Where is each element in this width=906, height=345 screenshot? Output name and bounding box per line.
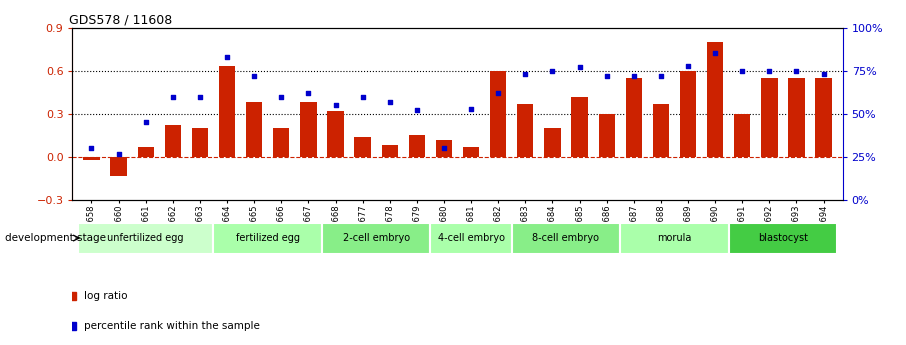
Text: GDS578 / 11608: GDS578 / 11608 xyxy=(69,13,172,27)
Point xyxy=(84,146,99,151)
Point xyxy=(545,68,560,73)
Bar xyxy=(138,147,154,157)
Bar xyxy=(78,223,214,254)
Text: development stage: development stage xyxy=(5,233,105,243)
Point xyxy=(382,99,397,105)
Bar xyxy=(214,223,322,254)
Point xyxy=(762,68,776,73)
Bar xyxy=(815,78,832,157)
Bar xyxy=(327,111,343,157)
Point xyxy=(653,73,668,79)
Point xyxy=(111,151,126,156)
Point xyxy=(573,65,587,70)
Text: percentile rank within the sample: percentile rank within the sample xyxy=(84,321,260,331)
Bar xyxy=(322,223,430,254)
Bar xyxy=(490,71,506,157)
Point xyxy=(735,68,749,73)
Bar xyxy=(626,78,642,157)
Point xyxy=(491,90,506,96)
Bar xyxy=(572,97,588,157)
Point xyxy=(328,102,342,108)
Bar xyxy=(707,42,723,157)
Bar xyxy=(219,66,236,157)
Point xyxy=(166,94,180,99)
Text: 2-cell embryo: 2-cell embryo xyxy=(342,233,410,243)
Point xyxy=(464,106,478,111)
Bar xyxy=(761,78,777,157)
Bar xyxy=(680,71,696,157)
Bar xyxy=(517,104,534,157)
Text: blastocyst: blastocyst xyxy=(758,233,808,243)
Point xyxy=(410,108,424,113)
Point xyxy=(193,94,207,99)
Point xyxy=(789,68,804,73)
Point xyxy=(600,73,614,79)
Text: 4-cell embryo: 4-cell embryo xyxy=(438,233,505,243)
Text: 8-cell embryo: 8-cell embryo xyxy=(533,233,600,243)
Bar xyxy=(512,223,621,254)
Point xyxy=(247,73,262,79)
Point xyxy=(437,146,451,151)
Bar xyxy=(788,78,805,157)
Point xyxy=(627,73,641,79)
Bar xyxy=(165,125,181,157)
Bar xyxy=(545,128,561,157)
Bar xyxy=(300,102,316,157)
Bar xyxy=(111,157,127,176)
Point xyxy=(816,71,831,77)
Bar xyxy=(728,223,837,254)
Point xyxy=(680,63,695,68)
Bar xyxy=(246,102,263,157)
Bar xyxy=(354,137,371,157)
Bar xyxy=(599,114,615,157)
Text: log ratio: log ratio xyxy=(84,291,128,300)
Bar xyxy=(83,157,100,160)
Bar xyxy=(436,140,452,157)
Point xyxy=(274,94,288,99)
Bar xyxy=(734,114,750,157)
Point xyxy=(355,94,370,99)
Bar xyxy=(409,135,425,157)
Point xyxy=(518,71,533,77)
Bar xyxy=(430,223,512,254)
Text: morula: morula xyxy=(657,233,691,243)
Text: unfertilized egg: unfertilized egg xyxy=(108,233,184,243)
Point xyxy=(220,54,235,60)
Bar xyxy=(463,147,479,157)
Point xyxy=(301,90,315,96)
Point xyxy=(708,51,722,56)
Bar xyxy=(652,104,669,157)
Text: fertilized egg: fertilized egg xyxy=(236,233,300,243)
Bar xyxy=(273,128,289,157)
Bar xyxy=(192,128,208,157)
Point xyxy=(139,120,153,125)
Bar xyxy=(621,223,728,254)
Bar xyxy=(381,146,398,157)
